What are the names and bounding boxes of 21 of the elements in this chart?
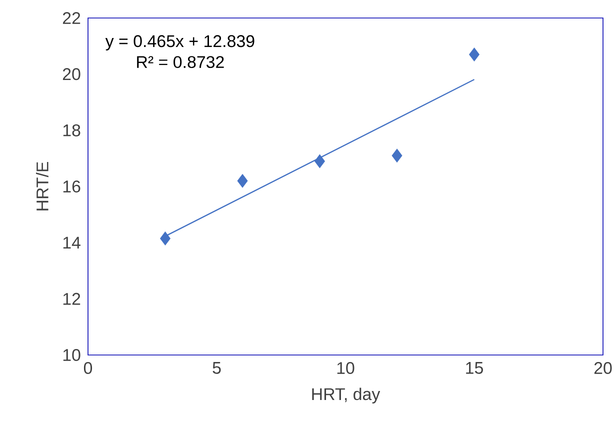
y-tick-label: 20 xyxy=(62,68,80,80)
point xyxy=(469,48,480,62)
point xyxy=(237,174,248,188)
y-tick-label: 12 xyxy=(63,292,80,305)
y-tick-label: 22 xyxy=(62,12,80,24)
point xyxy=(160,232,170,246)
x-tick-label: 20 xyxy=(594,362,612,374)
x-tick-label: 15 xyxy=(466,362,483,374)
y-tick-label: 16 xyxy=(63,180,80,192)
annotation: y = 0.465x + 12.839 xyxy=(105,35,254,50)
annotation: R² = 0.8732 xyxy=(137,56,224,68)
point xyxy=(392,148,402,162)
y-axis-title: HRT/E xyxy=(36,162,48,210)
x-axis-title: HRT, day xyxy=(312,388,380,404)
y-tick-label: 10 xyxy=(63,349,80,361)
x-tick-label: 5 xyxy=(212,362,221,374)
x-tick-label: 10 xyxy=(337,362,354,374)
x-tick-label: 0 xyxy=(84,362,92,374)
y-tick-label: 14 xyxy=(63,236,80,248)
point xyxy=(314,154,325,168)
y-tick-label: 18 xyxy=(63,124,80,136)
